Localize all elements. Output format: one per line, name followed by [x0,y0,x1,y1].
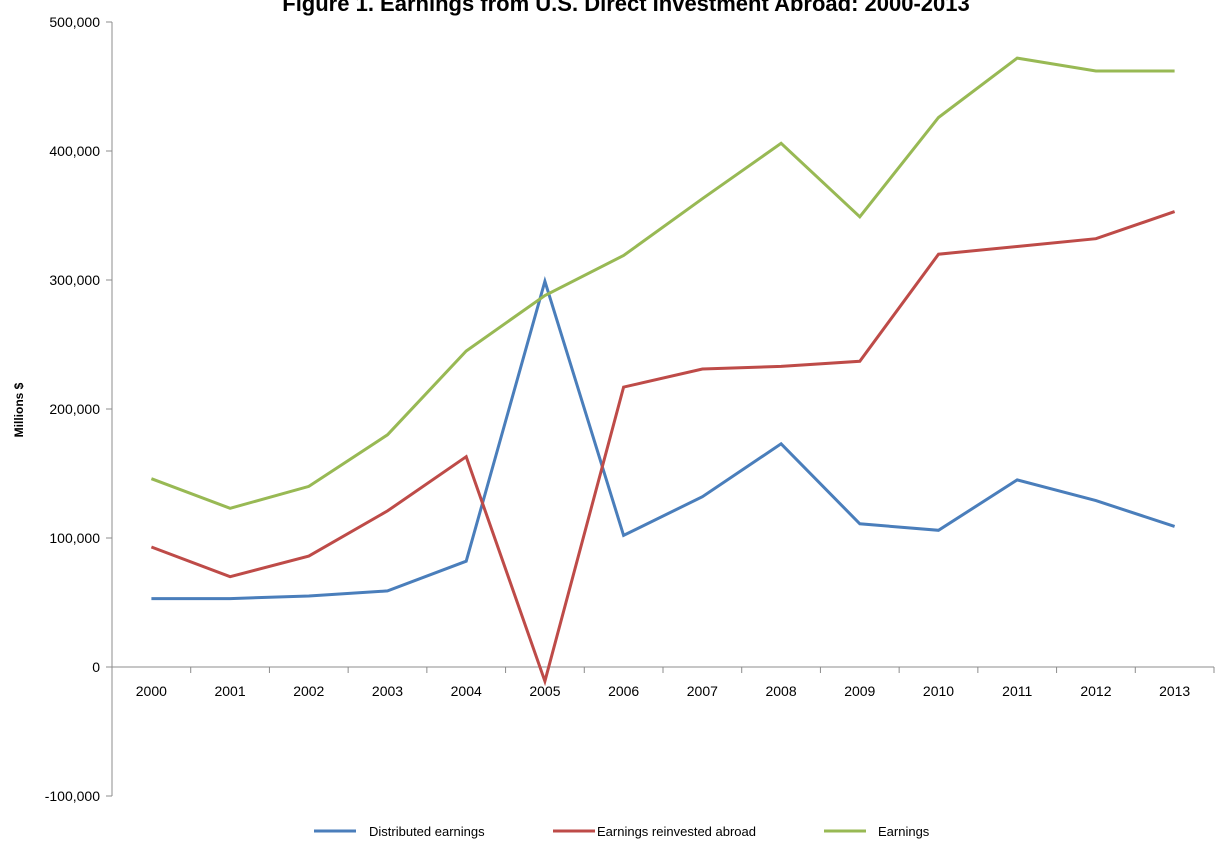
legend: Distributed earnings Earnings reinvested … [314,824,930,839]
legend-label: Distributed earnings [369,824,485,839]
x-tick-label: 2003 [372,683,403,699]
x-tick-label: 2010 [923,683,954,699]
y-tick-label: 100,000 [49,530,100,546]
chart-title: Figure 1. Earnings from U.S. Direct Inve… [282,0,970,16]
series-layer [150,56,1176,687]
x-tick-label: 2013 [1159,683,1190,699]
y-tick-label: 300,000 [49,272,100,288]
axes: -100,000 0 100,000 200,000 300,000 400,000 500… [45,14,1215,804]
y-tick-label: 500,000 [49,14,100,30]
x-tick-label: 2007 [687,683,718,699]
x-tick-label: 2002 [293,683,324,699]
legend-label: Earnings [878,824,930,839]
x-tick-label: 2004 [451,683,482,699]
series-line-2 [150,210,1176,687]
y-tick-label: -100,000 [45,788,100,804]
x-tick-label: 2005 [529,683,560,699]
x-tick-label: 2006 [608,683,639,699]
x-tick-label: 2008 [765,683,796,699]
x-tick-label: 2001 [214,683,245,699]
y-tick-label: 200,000 [49,401,100,417]
y-tick-label: 0 [92,659,100,675]
y-axis-label: Millions $ [12,382,26,437]
x-tick-label: 2009 [844,683,875,699]
y-tick-label: 400,000 [49,143,100,159]
series-line-1 [151,276,1176,601]
legend-label: Earnings reinvested abroad [597,824,756,839]
x-tick-label: 2000 [136,683,167,699]
series-line-3 [150,56,1175,510]
x-tick-label: 2012 [1080,683,1111,699]
x-tick-label: 2011 [1002,683,1032,699]
